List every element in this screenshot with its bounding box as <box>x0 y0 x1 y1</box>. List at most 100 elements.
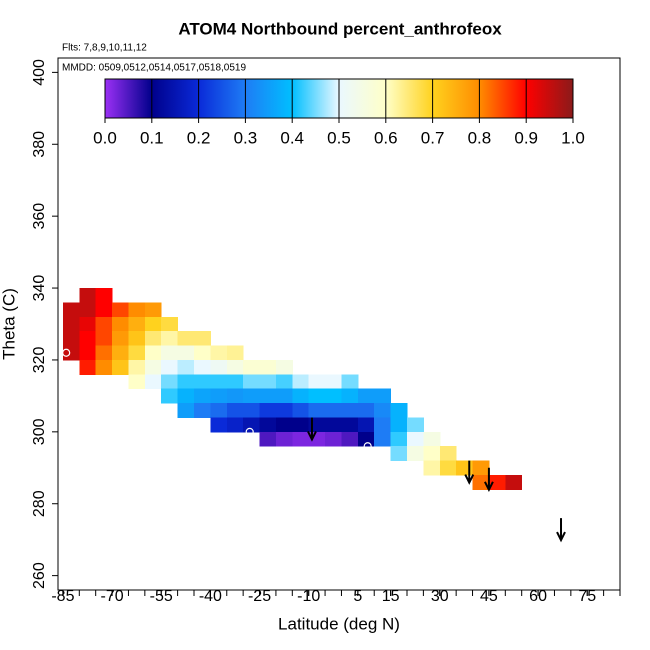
heat-cell <box>357 388 375 404</box>
colorbar-tick-label: 0.0 <box>93 128 117 147</box>
heat-cell <box>259 417 277 433</box>
heat-cell <box>325 403 342 418</box>
heat-cell <box>259 374 277 390</box>
heat-cell <box>439 460 457 476</box>
heat-cell <box>79 316 97 332</box>
heat-cell <box>177 388 195 404</box>
colorbar-tick-label: 0.1 <box>140 128 164 147</box>
heat-cell <box>275 374 293 390</box>
heat-cell <box>341 403 359 418</box>
heat-cell <box>128 374 146 390</box>
heat-cell <box>456 460 474 476</box>
heat-cell <box>488 474 506 490</box>
y-axis-label: Theta (C) <box>0 288 18 360</box>
heat-cell <box>259 388 277 404</box>
heat-cell <box>357 431 375 447</box>
heat-cell <box>95 359 113 375</box>
x-tick-label: 5 <box>353 588 362 605</box>
marker <box>363 442 372 451</box>
x-tick-label: -55 <box>150 588 173 605</box>
x-tick-label: -10 <box>297 588 320 605</box>
heat-cell <box>193 359 211 375</box>
x-tick-label: 15 <box>382 588 400 605</box>
heat-cell <box>128 359 146 375</box>
x-tick-label: 45 <box>480 588 498 605</box>
colorbar-tick-label: 0.4 <box>280 128 304 147</box>
heat-cell <box>144 345 162 361</box>
heat-cell <box>472 460 490 476</box>
chart-title: ATOM4 Northbound percent_anthrofeox <box>178 19 502 38</box>
heat-cell <box>144 316 162 332</box>
heat-cell <box>341 417 359 433</box>
heat-cell <box>226 345 244 361</box>
heat-cell <box>193 345 211 361</box>
heat-cell <box>406 417 424 433</box>
annotation: MMDD: 0509,0512,0514,0517,0518,0519 <box>62 63 246 74</box>
heat-cell <box>275 431 293 447</box>
heat-cell <box>193 331 211 347</box>
arrow <box>307 417 317 442</box>
x-tick-label: -85 <box>51 588 74 605</box>
heat-cell <box>112 331 129 347</box>
y-tick-label: 280 <box>31 490 48 517</box>
heat-cell <box>210 345 228 361</box>
colorbar-tick-label: 0.6 <box>374 128 398 147</box>
heat-cell <box>112 345 129 361</box>
heat-cell <box>226 359 244 375</box>
colorbar-tick-label: 0.7 <box>421 128 445 147</box>
heat-cell <box>439 446 457 462</box>
y-tick-label: 360 <box>31 203 48 230</box>
colorbar-tick-label: 0.9 <box>514 128 538 147</box>
heat-cell <box>275 388 293 404</box>
heat-cell <box>390 417 408 433</box>
heat-cell <box>423 446 441 462</box>
arrow <box>464 460 475 485</box>
heat-cell <box>177 331 195 347</box>
x-axis-label: Latitude (deg N) <box>278 614 400 633</box>
y-tick-label: 340 <box>31 275 48 302</box>
heat-cell <box>390 403 408 418</box>
x-tick-label: 60 <box>529 588 547 605</box>
y-tick-label: 300 <box>31 418 48 445</box>
heat-cell <box>243 359 261 375</box>
heat-cell <box>357 403 375 418</box>
heat-cell <box>79 302 97 318</box>
heat-cell <box>325 417 342 433</box>
x-tick-label: -25 <box>248 588 271 605</box>
heat-cell <box>193 403 211 418</box>
heat-cell <box>423 460 441 476</box>
heat-cell <box>357 417 375 433</box>
heat-cell <box>406 431 424 447</box>
heat-cell <box>177 403 195 418</box>
heat-cell <box>210 359 228 375</box>
heat-cell <box>144 359 162 375</box>
heat-cell <box>308 388 326 404</box>
arrow <box>484 467 494 493</box>
heat-cell <box>243 388 261 404</box>
heat-cell <box>259 403 277 418</box>
heat-cell <box>161 345 179 361</box>
heat-cell <box>325 431 342 447</box>
x-tick-label: 75 <box>578 588 596 605</box>
heat-cell <box>95 316 113 332</box>
heat-cell <box>144 374 162 390</box>
heat-cell <box>308 403 326 418</box>
x-tick-label: -70 <box>101 588 124 605</box>
overlay <box>62 348 566 543</box>
heat-cell <box>341 388 359 404</box>
heat-cell <box>259 431 277 447</box>
heat-cell <box>161 316 179 332</box>
marker <box>62 348 71 357</box>
heat-cell <box>226 388 244 404</box>
plot-frame <box>57 57 621 591</box>
heat-cell <box>62 316 80 332</box>
arrow <box>556 518 566 543</box>
colorbar-tick-label: 1.0 <box>561 128 585 147</box>
colorbar-tick-label: 0.2 <box>187 128 211 147</box>
heat-cell <box>177 345 195 361</box>
heat-cell <box>112 359 129 375</box>
marker <box>245 427 254 436</box>
heat-cell <box>259 359 277 375</box>
heat-cell <box>95 331 113 347</box>
